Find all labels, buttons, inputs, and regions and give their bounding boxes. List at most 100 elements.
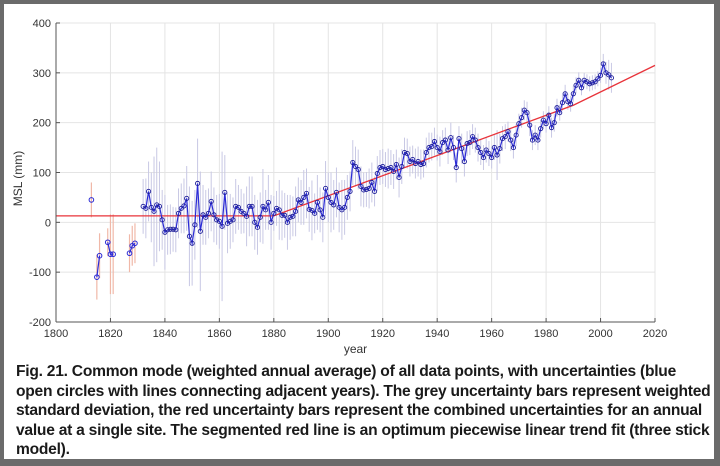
data-point <box>519 115 525 121</box>
data-point <box>230 217 236 223</box>
data-point <box>265 199 271 205</box>
y-tick-label: 300 <box>33 68 51 80</box>
data-point <box>363 186 369 192</box>
data-point <box>431 139 438 145</box>
data-point <box>532 132 538 138</box>
data-point <box>456 136 462 142</box>
data-point <box>317 207 323 213</box>
data-point <box>448 135 454 141</box>
data-point <box>347 188 353 194</box>
x-tick-label: 1860 <box>207 328 231 340</box>
x-tick-labels: 1800 1820 1840 1860 1880 1900 1920 1940 1960 1980… <box>44 328 667 340</box>
data-point <box>279 212 285 218</box>
trend-line-path <box>56 64 656 217</box>
data-point <box>437 149 443 155</box>
data-point <box>246 203 252 209</box>
data-point <box>110 251 116 258</box>
data-point <box>325 194 331 200</box>
data-point <box>312 210 318 216</box>
data-point <box>391 168 397 175</box>
data-point <box>581 77 587 83</box>
data-point <box>342 204 348 210</box>
data-point <box>257 214 263 220</box>
data-point <box>252 219 258 225</box>
data-point <box>295 197 301 203</box>
data-point <box>423 150 429 156</box>
data-point <box>538 126 544 132</box>
data-point <box>470 134 476 140</box>
data-point <box>600 61 606 67</box>
data-point <box>557 110 563 116</box>
data-point <box>440 140 446 146</box>
data-point <box>404 151 410 157</box>
x-tick-label: 1940 <box>425 328 449 340</box>
y-tick-label: 0 <box>45 217 51 229</box>
data-point <box>421 160 427 167</box>
data-point <box>195 180 201 187</box>
data-point <box>374 170 380 177</box>
data-point <box>205 210 212 216</box>
data-point <box>175 210 182 216</box>
data-point <box>167 226 173 232</box>
data-point <box>282 212 288 218</box>
data-point <box>104 239 111 246</box>
data-point <box>608 75 614 81</box>
data-point <box>132 240 138 247</box>
x-tick-label: 1840 <box>153 328 177 340</box>
data-point <box>568 101 574 107</box>
data-point <box>578 85 585 91</box>
x-tick-label: 1900 <box>316 328 340 340</box>
data-point <box>333 189 339 195</box>
x-axis-label: year <box>344 342 367 356</box>
data-point <box>434 145 440 151</box>
data-point <box>273 205 280 211</box>
data-point <box>396 174 402 181</box>
data-point <box>606 72 612 78</box>
data-point <box>483 147 489 153</box>
data-point <box>344 194 350 200</box>
data-point <box>173 227 179 233</box>
early-series-segment <box>96 255 101 278</box>
data-point <box>494 152 500 158</box>
data-point <box>429 144 435 150</box>
data-point <box>478 150 484 156</box>
data-point <box>96 252 103 259</box>
data-point <box>303 190 310 196</box>
data-point <box>146 188 152 194</box>
data-point <box>480 154 487 161</box>
data-point <box>461 158 467 165</box>
data-point <box>521 107 527 113</box>
data-point <box>592 79 598 85</box>
data-point <box>562 91 568 97</box>
data-point <box>287 214 293 220</box>
data-point <box>442 137 448 143</box>
data-point <box>298 199 304 205</box>
data-point <box>445 147 451 153</box>
data-point <box>418 161 424 168</box>
chart: 1800 1820 1840 1860 1880 1900 1920 1940 1960 1980… <box>11 18 667 356</box>
data-point <box>227 218 233 224</box>
axes <box>55 22 656 323</box>
data-point <box>203 214 209 220</box>
data-point <box>208 198 214 204</box>
data-point <box>554 105 560 111</box>
data-point <box>200 212 206 218</box>
data-point <box>314 199 320 205</box>
data-point <box>393 161 399 168</box>
data-point <box>595 76 601 82</box>
data-point <box>197 228 203 234</box>
data-point <box>192 222 198 228</box>
data-point <box>284 219 290 225</box>
data-point <box>309 207 315 213</box>
data-point <box>589 80 595 86</box>
data-point <box>94 274 100 280</box>
data-point <box>382 166 389 173</box>
data-point <box>186 233 192 239</box>
y-tick-label: 100 <box>33 168 51 180</box>
data-point <box>410 156 416 163</box>
data-point <box>154 202 160 208</box>
data-point <box>214 217 220 223</box>
data-point <box>254 224 261 230</box>
data-point <box>369 179 375 186</box>
data-point <box>181 203 187 209</box>
